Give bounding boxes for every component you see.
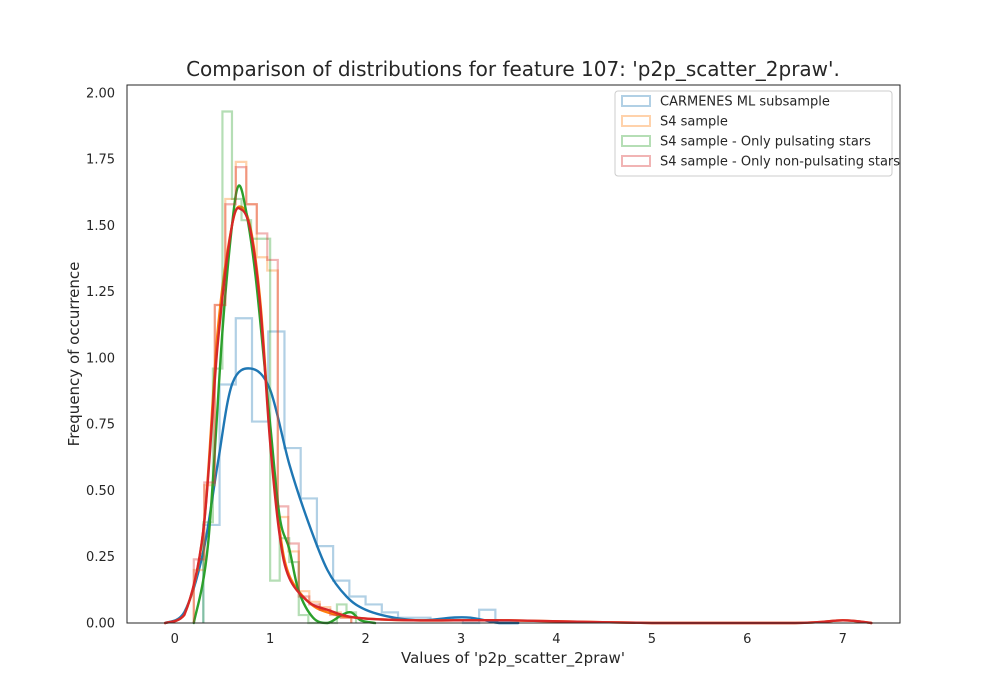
x-tick-label: 0 [171, 632, 179, 647]
legend-swatch-s4-sample-only-non-pulsating-stars [621, 155, 651, 167]
y-axis-label: Frequency of occurrence [65, 262, 83, 447]
legend-label-s4-sample-only-non-pulsating-stars: S4 sample - Only non-pulsating stars [660, 155, 900, 170]
x-axis-ticks: 0 1 2 3 4 5 6 7 [171, 632, 847, 647]
legend: CARMENES ML subsample S4 sample S4 sample … [614, 90, 900, 177]
y-tick-label: 1.25 [86, 285, 115, 300]
legend-label-s4-sample: S4 sample [660, 115, 728, 130]
y-tick-label: 2.00 [86, 86, 115, 101]
histogram-s4-sample [192, 160, 353, 623]
legend-swatch-s4-sample-only-pulsating-stars [621, 135, 651, 147]
y-tick-label: 0.25 [86, 550, 115, 565]
x-tick-label: 4 [552, 632, 560, 647]
chart-title: Comparison of distributions for feature … [186, 57, 840, 81]
series-carmenes-ml-subsample [163, 317, 520, 625]
plot-frame [126, 84, 901, 624]
x-tick-label: 5 [648, 632, 656, 647]
y-tick-label: 1.75 [86, 153, 115, 168]
x-tick-label: 6 [743, 632, 751, 647]
histogram-carmenes-ml-subsample [202, 317, 512, 625]
y-tick-label: 1.00 [86, 351, 115, 366]
x-tick-label: 2 [361, 632, 369, 647]
legend-swatch-carmenes-ml-subsample [621, 95, 651, 107]
legend-label-carmenes-ml-subsample: CARMENES ML subsample [660, 95, 830, 110]
legend-swatch-s4-sample [621, 115, 651, 127]
x-axis-label: Values of 'p2p_scatter_2praw' [401, 649, 625, 668]
y-tick-label: 0.00 [86, 617, 115, 632]
x-tick-label: 3 [457, 632, 465, 647]
x-tick-label: 1 [266, 632, 274, 647]
x-tick-label: 7 [839, 632, 847, 647]
kde-line-carmenes-ml-subsample [163, 367, 520, 625]
y-tick-label: 1.50 [86, 219, 115, 234]
y-tick-label: 0.50 [86, 484, 115, 499]
y-tick-label: 0.75 [86, 418, 115, 433]
plot-area [163, 110, 873, 625]
y-axis-ticks: 0.00 0.25 0.50 0.75 1.00 1.25 1.50 1.75 2.00 [86, 86, 115, 631]
legend-label-s4-sample-only-pulsating-stars: S4 sample - Only pulsating stars [660, 135, 871, 150]
legend-frame [614, 90, 893, 177]
